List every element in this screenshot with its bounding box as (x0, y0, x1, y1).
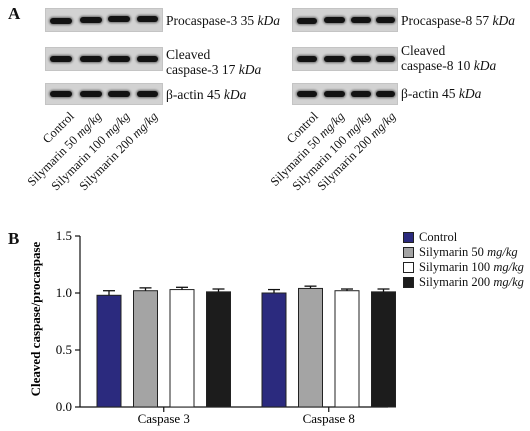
y-tick-label-3: 1.5 (56, 228, 72, 243)
legend-swatch-silymarin-50 (403, 247, 414, 258)
blot-label-beta-actin-right: β-actin 45 kDa (401, 86, 482, 101)
blot-label-beta-actin-left: β-actin 45 kDa (166, 87, 247, 102)
legend-swatch-silymarin-200 (403, 277, 414, 288)
bar-caspase-8-silymarin-100 (334, 290, 360, 408)
bar-caspase-8-control (261, 292, 287, 408)
bar-caspase-3-silymarin-200 (206, 291, 231, 408)
panel-b-letter: B (8, 229, 20, 248)
blot-label-procaspase-8: Procaspase-8 57 kDa (401, 13, 515, 28)
y-axis-title: Cleaved caspase/procaspase (28, 241, 43, 396)
bar-caspase-3-control (96, 294, 122, 408)
y-tick-label-1: 0.5 (56, 342, 72, 357)
blot-label-cleaved-caspase-3: Cleaved caspase-3 17 kDa (166, 47, 262, 77)
bar-caspase-3-silymarin-50 (133, 290, 158, 408)
y-tick-label-0: 0.0 (56, 399, 72, 414)
bar-caspase-8-silymarin-50 (298, 287, 323, 408)
x-tick-label-caspase-3: Caspase 3 (138, 411, 190, 426)
panel-a-letter: A (8, 4, 21, 23)
blot-label-procaspase-3: Procaspase-3 35 kDa (166, 13, 280, 28)
legend-swatch-silymarin-100 (403, 262, 414, 273)
legend-swatch-control (403, 232, 414, 243)
blot-label-cleaved-caspase-8: Cleaved caspase-8 10 kDa (401, 43, 497, 73)
x-tick-label-caspase-8: Caspase 8 (303, 411, 355, 426)
bar-caspase-8-silymarin-200 (371, 291, 396, 408)
bar-caspase-3-silymarin-100 (169, 289, 195, 408)
y-tick-label-2: 1.0 (56, 285, 72, 300)
